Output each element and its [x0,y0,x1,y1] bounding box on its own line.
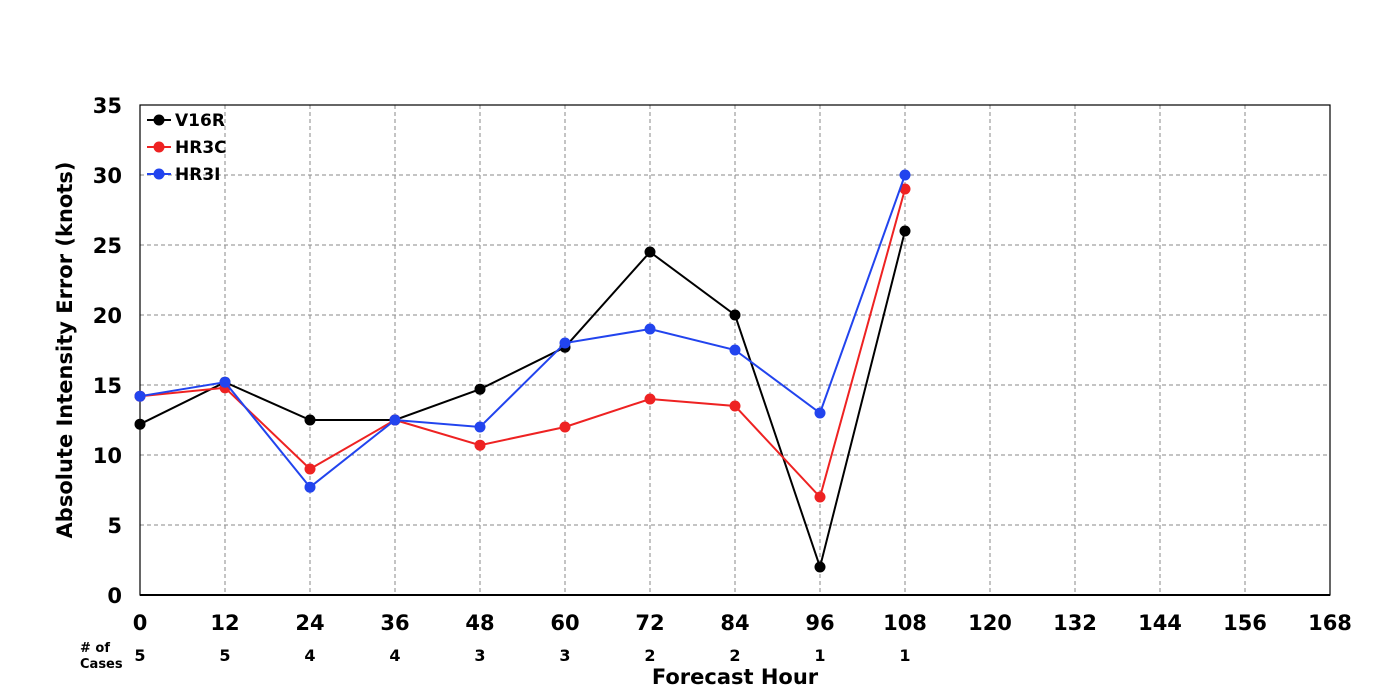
x-tick-label: 96 [805,611,834,635]
case-count: 2 [729,646,740,665]
y-tick-label: 35 [93,94,122,118]
case-count: 5 [219,646,230,665]
data-point [729,400,741,412]
y-tick-label: 30 [93,164,122,188]
data-point [474,439,486,451]
x-tick-label: 132 [1053,611,1097,635]
data-point [559,337,571,349]
y-tick-label: 20 [93,304,122,328]
data-point [899,169,911,181]
series-line [139,188,906,499]
x-tick-label: 168 [1308,611,1352,635]
cases-header-line1: # of [80,641,110,656]
data-point [474,383,486,395]
legend-item: HR3I [147,165,220,185]
y-tick-labels: 0 5 10 15 20 25 30 35 [93,94,122,608]
cases-header-line2: Cases [80,657,123,672]
case-count: 1 [814,646,825,665]
x-tick-label: 24 [295,611,324,635]
data-point [814,561,826,573]
data-point [814,407,826,419]
case-count: 4 [304,646,315,665]
data-point [304,481,316,493]
data-point [899,183,911,195]
series-line [139,174,906,489]
y-tick-label: 10 [93,444,122,468]
x-axis-title: Forecast Hour [652,665,819,689]
case-count: 2 [644,646,655,665]
legend-marker [153,168,165,180]
x-tick-label: 120 [968,611,1012,635]
data-point [644,323,656,335]
x-tick-label: 12 [210,611,239,635]
series-line [139,230,906,571]
data-point [134,418,146,430]
legend-marker [153,141,165,153]
legend-label: HR3I [175,165,220,185]
legend: V16R HR3C HR3I [147,111,227,185]
data-point [219,376,231,388]
legend-marker [153,114,165,126]
x-tick-label: 108 [883,611,927,635]
y-tick-label: 5 [107,514,122,538]
legend-item: HR3C [147,138,227,158]
x-tick-label: 0 [133,611,148,635]
case-count: 3 [474,646,485,665]
data-point [729,344,741,356]
y-tick-label: 15 [93,374,122,398]
data-point [304,463,316,475]
data-point [474,421,486,433]
x-tick-label: 144 [1138,611,1182,635]
x-tick-labels: 0 12 24 36 48 60 72 84 96 108 120 132 144 156 168 [133,611,1352,635]
legend-item: V16R [147,111,225,131]
legend-label: HR3C [175,138,227,158]
x-tick-label: 84 [720,611,749,635]
x-tick-label: 36 [380,611,409,635]
data-point [814,491,826,503]
series-layer [134,169,911,573]
data-point [644,246,656,258]
case-count: 3 [559,646,570,665]
data-point [644,393,656,405]
case-count: 5 [134,646,145,665]
case-count: 1 [899,646,910,665]
x-tick-label: 156 [1223,611,1267,635]
series-hr3i [134,169,911,493]
data-point [134,390,146,402]
case-count: 4 [389,646,400,665]
data-point [899,225,911,237]
data-point [304,414,316,426]
series-v16r [134,225,911,573]
data-point [729,309,741,321]
x-tick-label: 60 [550,611,579,635]
data-point [389,414,401,426]
data-point [559,421,571,433]
y-tick-label: 0 [107,584,122,608]
y-tick-label: 25 [93,234,122,258]
x-tick-label: 72 [635,611,664,635]
x-tick-label: 48 [465,611,494,635]
cases-row: # of Cases 5 5 4 4 3 3 2 2 1 1 [80,641,911,672]
legend-label: V16R [175,111,225,131]
y-axis-title: Absolute Intensity Error (knots) [53,162,77,539]
